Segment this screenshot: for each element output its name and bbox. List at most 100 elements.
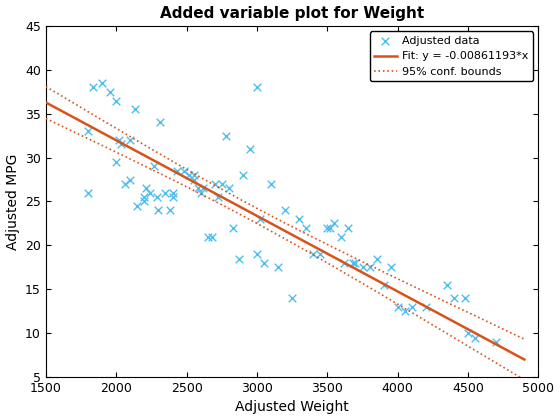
Adjusted data	[442, 281, 451, 288]
Adjusted data	[165, 207, 174, 214]
Adjusted data	[344, 224, 353, 231]
Adjusted data	[126, 176, 135, 183]
Adjusted data	[245, 145, 254, 152]
Adjusted data	[140, 198, 149, 205]
Line: 95% conf. bounds: 95% conf. bounds	[46, 87, 524, 339]
Adjusted data	[105, 88, 114, 95]
Adjusted data	[160, 189, 169, 196]
Adjusted data	[225, 185, 234, 192]
Adjusted data	[281, 207, 290, 214]
Adjusted data	[97, 79, 106, 86]
Adjusted data	[421, 303, 430, 310]
Adjusted data	[393, 303, 402, 310]
95% conf. bounds	[43, 84, 49, 89]
95% conf. bounds	[326, 243, 333, 248]
Adjusted data	[193, 185, 202, 192]
Adjusted data	[267, 181, 276, 187]
Adjusted data	[407, 303, 416, 310]
Adjusted data	[168, 189, 177, 196]
Adjusted data	[172, 168, 181, 174]
Y-axis label: Adjusted MPG: Adjusted MPG	[6, 153, 20, 249]
95% conf. bounds	[328, 244, 334, 249]
Adjusted data	[358, 264, 367, 270]
Adjusted data	[492, 339, 501, 345]
Fit: y = -0.00861193*x: (3.51e+03, 18.9): y = -0.00861193*x: (3.51e+03, 18.9)	[326, 252, 333, 257]
Adjusted data	[323, 224, 332, 231]
Adjusted data	[83, 189, 92, 196]
95% conf. bounds	[44, 85, 51, 90]
Title: Added variable plot for Weight: Added variable plot for Weight	[160, 5, 424, 21]
Adjusted data	[340, 260, 349, 266]
Adjusted data	[372, 255, 381, 262]
Adjusted data	[88, 84, 97, 91]
Adjusted data	[152, 194, 161, 200]
Adjusted data	[154, 207, 163, 214]
Adjusted data	[185, 172, 194, 178]
Adjusted data	[295, 215, 304, 222]
Adjusted data	[112, 159, 121, 165]
Adjusted data	[309, 251, 318, 257]
Fit: y = -0.00861193*x: (1.51e+03, 36.2): y = -0.00861193*x: (1.51e+03, 36.2)	[44, 101, 51, 106]
Adjusted data	[146, 189, 155, 196]
Fit: y = -0.00861193*x: (4.37e+03, 11.6): y = -0.00861193*x: (4.37e+03, 11.6)	[446, 317, 452, 322]
Adjusted data	[255, 215, 264, 222]
Adjusted data	[464, 330, 473, 336]
Adjusted data	[207, 233, 216, 240]
Adjusted data	[179, 168, 188, 174]
Fit: y = -0.00861193*x: (4.58e+03, 9.74): y = -0.00861193*x: (4.58e+03, 9.74)	[476, 333, 483, 338]
Adjusted data	[365, 264, 374, 270]
Adjusted data	[222, 132, 231, 139]
Adjusted data	[348, 260, 357, 266]
Adjusted data	[228, 224, 237, 231]
Adjusted data	[203, 233, 212, 240]
Adjusted data	[470, 334, 479, 341]
Adjusted data	[386, 264, 395, 270]
Adjusted data	[141, 185, 150, 192]
Adjusted data	[253, 251, 262, 257]
95% conf. bounds	[476, 315, 483, 320]
Adjusted data	[189, 172, 198, 178]
Adjusted data	[351, 260, 360, 266]
Adjusted data	[210, 181, 219, 187]
Fit: y = -0.00861193*x: (4.9e+03, 6.99): y = -0.00861193*x: (4.9e+03, 6.99)	[521, 357, 528, 362]
Adjusted data	[213, 194, 222, 200]
Adjusted data	[330, 220, 339, 227]
Adjusted data	[149, 163, 158, 170]
Fit: y = -0.00861193*x: (1.5e+03, 36.3): y = -0.00861193*x: (1.5e+03, 36.3)	[43, 100, 49, 105]
Adjusted data	[400, 308, 409, 315]
Adjusted data	[196, 189, 205, 196]
Adjusted data	[379, 281, 388, 288]
Adjusted data	[302, 224, 311, 231]
X-axis label: Adjusted Weight: Adjusted Weight	[235, 400, 349, 415]
95% conf. bounds	[446, 301, 452, 306]
Adjusted data	[337, 233, 346, 240]
Adjusted data	[168, 194, 177, 200]
Adjusted data	[234, 255, 243, 262]
Adjusted data	[83, 128, 92, 134]
Adjusted data	[130, 106, 139, 113]
95% conf. bounds	[521, 337, 528, 342]
Adjusted data	[259, 260, 268, 266]
Line: Fit: y = -0.00861193*x: Fit: y = -0.00861193*x	[46, 102, 524, 360]
Adjusted data	[326, 224, 335, 231]
Adjusted data	[253, 84, 262, 91]
Adjusted data	[126, 136, 135, 143]
Adjusted data	[189, 176, 198, 183]
Adjusted data	[461, 295, 470, 302]
Adjusted data	[140, 194, 149, 200]
Adjusted data	[199, 185, 208, 192]
Adjusted data	[112, 97, 121, 104]
Adjusted data	[115, 136, 124, 143]
Fit: y = -0.00861193*x: (3.58e+03, 18.4): y = -0.00861193*x: (3.58e+03, 18.4)	[335, 257, 342, 262]
Adjusted data	[274, 264, 283, 270]
Legend: Adjusted data, Fit: y = -0.00861193*x, 95% conf. bounds: Adjusted data, Fit: y = -0.00861193*x, 9…	[370, 32, 533, 81]
95% conf. bounds	[335, 247, 342, 252]
Fit: y = -0.00861193*x: (3.52e+03, 18.8): y = -0.00861193*x: (3.52e+03, 18.8)	[328, 253, 334, 258]
Adjusted data	[316, 251, 325, 257]
Adjusted data	[450, 295, 459, 302]
Adjusted data	[217, 181, 226, 187]
Adjusted data	[120, 181, 129, 187]
Adjusted data	[155, 119, 164, 126]
Adjusted data	[133, 202, 142, 209]
Adjusted data	[239, 172, 248, 178]
